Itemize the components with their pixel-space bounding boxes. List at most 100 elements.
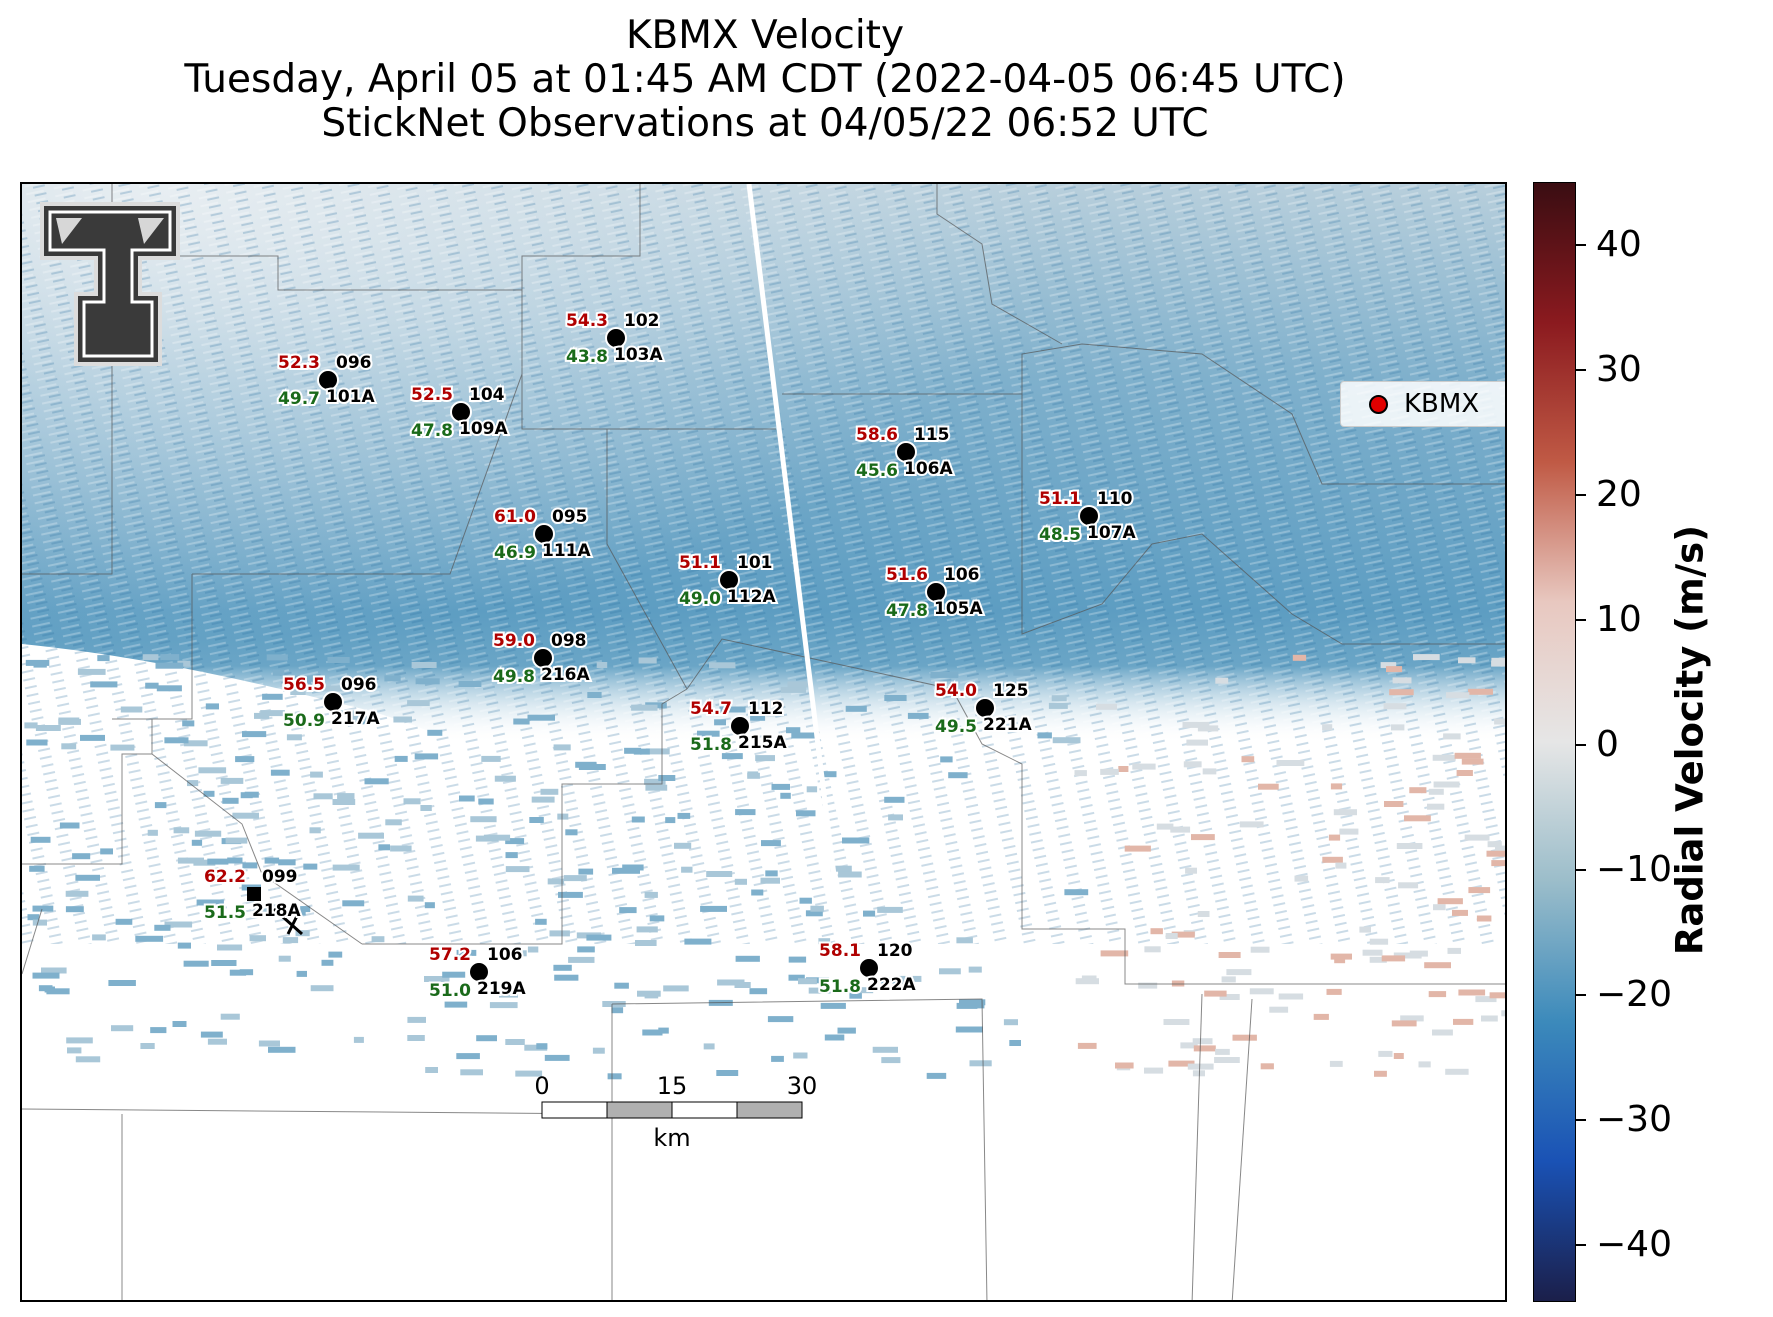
echo-bin	[505, 1039, 525, 1045]
echo-bin	[907, 712, 929, 719]
station-marker	[974, 697, 996, 719]
echo-bin	[278, 955, 291, 962]
echo-bin	[1180, 1042, 1198, 1049]
echo-bin	[780, 686, 806, 693]
echo-bin	[1383, 703, 1407, 710]
scale-bar: 0 15 30 km	[534, 1072, 817, 1152]
echo-bin	[332, 864, 360, 871]
echo-bin	[1249, 988, 1274, 995]
echo-bin	[110, 744, 135, 751]
echo-bin	[1369, 956, 1387, 963]
figure-title: KBMX Velocity Tuesday, April 05 at 01:45…	[20, 14, 1510, 146]
echo-bin	[513, 718, 530, 725]
echo-bin	[824, 1034, 845, 1041]
echo-bin	[72, 853, 91, 860]
echo-bin	[805, 910, 823, 917]
echo-bin	[1489, 992, 1505, 999]
echo-bin	[1118, 766, 1129, 772]
echo-bin	[806, 977, 830, 984]
echo-bin	[191, 839, 203, 846]
station-gust-label: 51.6	[886, 565, 928, 585]
echo-bin	[196, 899, 224, 906]
echo-bin	[1193, 1045, 1216, 1052]
wind-barb	[273, 907, 303, 936]
echo-bin	[1404, 815, 1431, 822]
echo-bin	[26, 739, 48, 746]
echo-bin	[140, 1043, 155, 1049]
echo-bin	[1329, 1060, 1343, 1067]
echo-bin	[1453, 1018, 1474, 1025]
echo-bin	[529, 817, 544, 823]
echo-bin	[658, 775, 676, 781]
echo-bin	[1218, 952, 1241, 958]
echo-bin	[1334, 957, 1346, 964]
echo-bin	[65, 906, 84, 913]
echo-bin	[636, 926, 658, 933]
echo-bin	[272, 669, 285, 676]
station-wind-label: 47.8	[411, 421, 453, 441]
echo-bin	[1396, 843, 1423, 849]
station-marker	[895, 441, 917, 463]
echo-bin	[940, 756, 953, 763]
echo-bin	[24, 722, 38, 729]
echo-bin	[1292, 654, 1307, 661]
echo-bin	[1380, 662, 1397, 669]
echo-bin	[150, 1027, 167, 1034]
station-wind-label: 45.6	[856, 461, 898, 481]
echo-bin	[1197, 725, 1219, 732]
echo-bin	[721, 753, 743, 760]
echo-bin	[663, 985, 689, 992]
echo-bin	[1427, 803, 1445, 810]
station-gust-label: 51.1	[679, 553, 721, 573]
echo-bin	[1476, 915, 1492, 922]
echo-bin	[1150, 928, 1163, 935]
echo-bin	[32, 972, 60, 979]
echo-bin	[227, 857, 243, 864]
echo-bin	[553, 744, 571, 751]
echo-bin	[1144, 946, 1161, 953]
echo-bin	[1328, 834, 1341, 841]
echo-bin	[142, 654, 159, 661]
echo-bin	[1204, 990, 1227, 997]
station-marker	[729, 715, 751, 737]
echo-bin	[1186, 739, 1208, 746]
echo-bin	[703, 1043, 715, 1050]
echo-bin	[1464, 834, 1490, 841]
radar-radial-artifact	[746, 184, 843, 925]
echo-bin	[483, 834, 511, 841]
station-direction-label: 101	[737, 553, 773, 573]
sticknet-stations: 52.3 096 49.7 101A 54.3 102 43.8 103A 52.5 104 47.…	[202, 309, 1138, 1003]
echo-bin	[959, 999, 986, 1006]
echo-bin	[1433, 904, 1446, 911]
echo-bin	[278, 859, 296, 866]
echo-bin	[489, 1002, 518, 1009]
echo-bin	[644, 992, 659, 999]
station-direction-label: 106	[944, 565, 980, 585]
echo-bin	[1378, 1050, 1393, 1057]
echo-bin	[220, 1013, 240, 1020]
echo-bin	[1163, 1019, 1190, 1025]
echo-bin	[415, 678, 440, 685]
station-gust-label: 56.5	[283, 675, 325, 695]
echo-bin	[1491, 657, 1505, 664]
echo-bin	[1491, 860, 1505, 867]
echo-bin	[61, 743, 77, 750]
echo-bin	[1077, 1042, 1097, 1049]
echo-bin	[592, 1047, 605, 1054]
echo-bin	[154, 802, 167, 809]
echo-bin	[1215, 677, 1229, 684]
echo-bin	[926, 1072, 947, 1079]
station-marker	[1078, 505, 1100, 527]
echo-bin	[203, 790, 215, 797]
echo-bin	[1202, 768, 1217, 775]
echo-bin	[460, 1069, 483, 1076]
echo-bin	[411, 662, 437, 668]
echo-bin	[638, 657, 657, 664]
echo-bin	[1486, 850, 1505, 857]
echo-bin	[734, 982, 751, 988]
echo-bin	[164, 737, 189, 744]
echo-bin	[527, 714, 555, 721]
echo-bin	[242, 731, 267, 738]
echo-bin	[624, 747, 642, 754]
echo-bin	[403, 798, 421, 805]
